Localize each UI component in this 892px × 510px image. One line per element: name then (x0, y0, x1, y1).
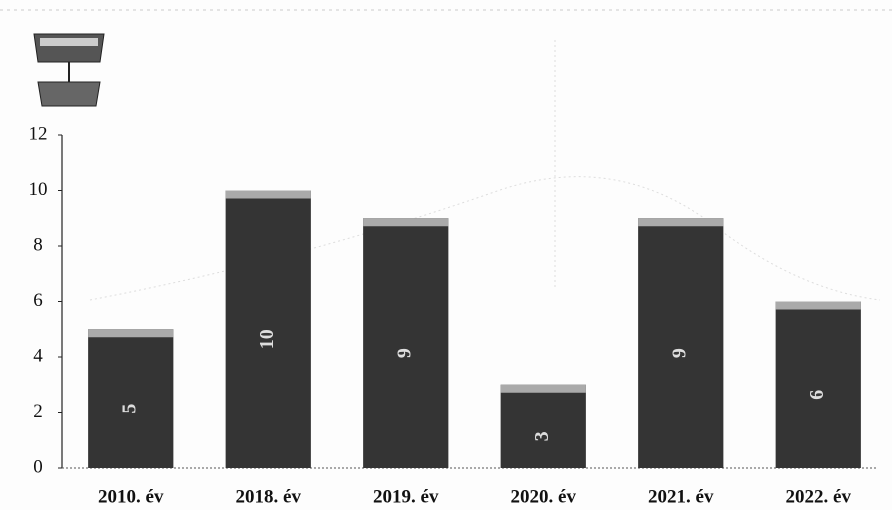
bar (638, 218, 724, 468)
y-tick-label: 0 (33, 456, 43, 477)
x-tick-label: 2010. év (98, 486, 164, 507)
value-label: 9 (393, 348, 415, 358)
y-tick-label: 10 (29, 179, 48, 200)
bar-highlight (775, 301, 861, 310)
y-tick-label: 12 (29, 123, 48, 144)
y-tick-label: 6 (33, 290, 43, 311)
y-tick-label: 4 (33, 345, 43, 366)
bar-highlight (225, 190, 311, 199)
bar-highlight (638, 218, 724, 227)
bar (775, 301, 861, 468)
value-label: 5 (118, 404, 140, 414)
value-label: 6 (806, 390, 828, 400)
x-tick-label: 2021. év (648, 486, 714, 507)
y-tick-label: 8 (33, 234, 43, 255)
background-sketch (89, 40, 881, 301)
x-tick-label: 2019. év (373, 486, 439, 507)
x-tick-label: 2020. év (511, 486, 577, 507)
logo (33, 33, 105, 107)
value-label: 9 (668, 348, 690, 358)
bar (363, 218, 449, 468)
bar (88, 329, 174, 468)
x-tick-label: 2018. év (236, 486, 302, 507)
y-tick-label: 2 (33, 401, 43, 422)
bar-highlight (363, 218, 449, 227)
x-tick-label: 2022. év (786, 486, 852, 507)
bar-highlight (500, 384, 586, 393)
value-label: 10 (256, 329, 278, 349)
bar (225, 190, 311, 468)
value-label: 3 (531, 431, 553, 441)
bar-highlight (88, 329, 174, 338)
bar (500, 384, 586, 468)
